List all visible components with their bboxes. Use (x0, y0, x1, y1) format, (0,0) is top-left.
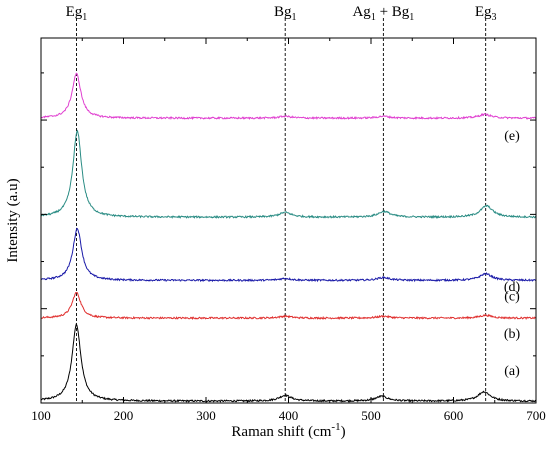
x-tick-label: 200 (114, 408, 134, 423)
peak-marker-label: Bg1 (274, 4, 297, 23)
peak-marker-lines (76, 18, 487, 403)
spectra-series (40, 72, 537, 403)
spectrum-line (40, 322, 537, 403)
series-label: (a) (504, 364, 520, 379)
peak-marker-label: Ag1 + Bg1 (352, 4, 414, 23)
series-label: (d) (504, 280, 521, 295)
x-tick-label: 100 (31, 408, 51, 423)
series-label: (b) (504, 327, 521, 342)
x-tick-label: 300 (196, 408, 216, 423)
x-tick-label: 500 (361, 408, 381, 423)
x-tick-label: 700 (526, 408, 546, 423)
spectrum-line (40, 129, 537, 219)
y-axis-label: Intensity (a.u) (5, 178, 21, 262)
spectrum-line (40, 227, 537, 283)
series-label: (c) (504, 289, 520, 304)
spectrum-line (40, 292, 537, 321)
x-tick-label: 600 (444, 408, 464, 423)
series-label: (e) (504, 129, 520, 144)
peak-marker-label: Eg1 (66, 4, 88, 23)
x-tick-label: 400 (279, 408, 299, 423)
labels: 100 200 300 400 500 600 700 Raman shift (cm-1) I… (5, 4, 546, 440)
x-axis-label: Raman shift (cm-1) (231, 421, 345, 440)
axes (40, 37, 537, 404)
plot-frame (40, 37, 537, 404)
peak-marker-label: Eg3 (475, 4, 497, 23)
spectrum-line (40, 72, 537, 121)
